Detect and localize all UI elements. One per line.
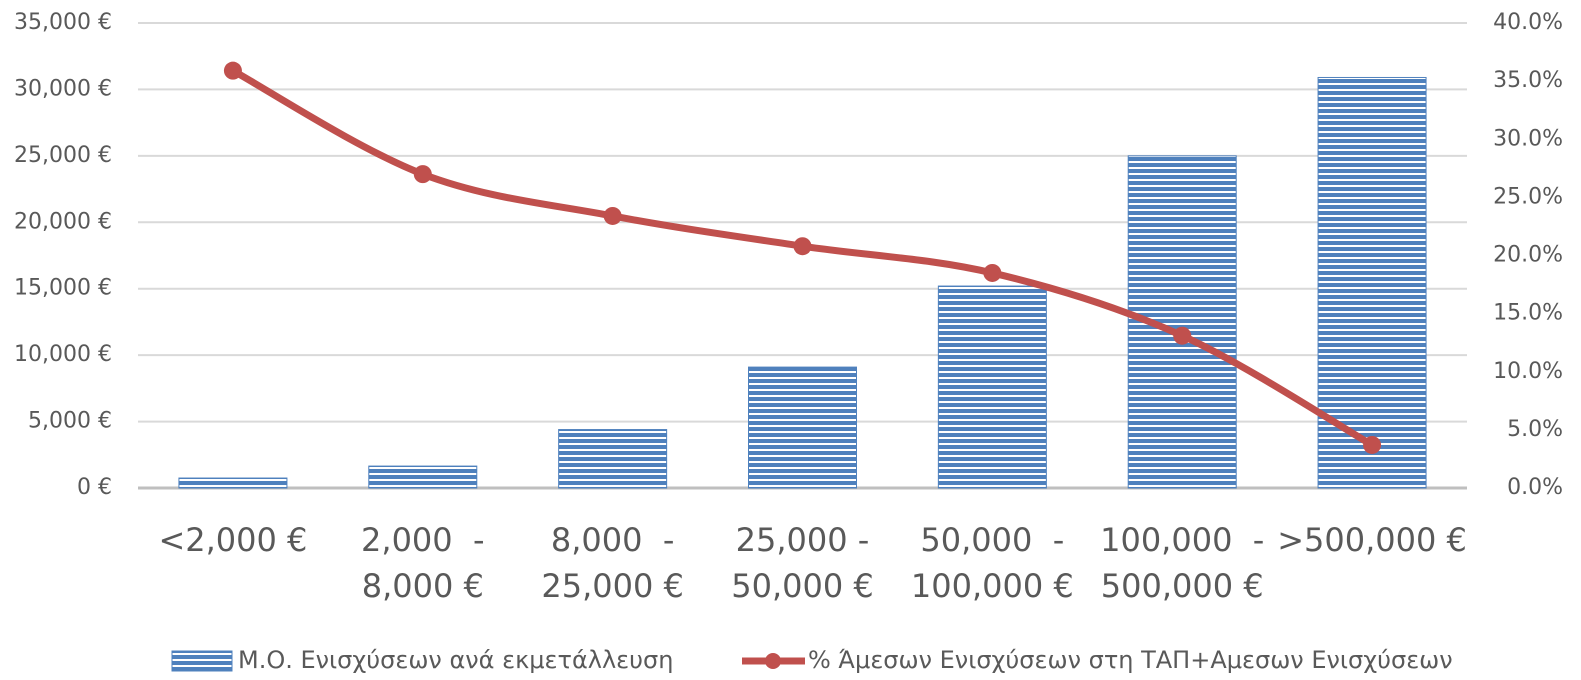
bar xyxy=(178,477,288,489)
line-marker xyxy=(223,61,242,80)
bar xyxy=(558,429,668,489)
x-tick-label: 2,000 - 8,000 € xyxy=(361,521,485,605)
line-marker xyxy=(793,237,812,256)
line-marker xyxy=(1173,326,1192,345)
bar xyxy=(937,285,1047,489)
y-tick-label: 30,000 € xyxy=(14,76,112,101)
y2-tick-label: 40.0% xyxy=(1493,10,1563,35)
line-marker xyxy=(983,263,1002,282)
line-marker xyxy=(413,165,432,184)
legend-label: % Άμεσων Ενισχύσεων στη ΤΑΠ+Αμεσων Ενισχ… xyxy=(808,646,1453,674)
x-tick-label: 100,000 - 500,000 € xyxy=(1100,521,1265,605)
legend-swatch xyxy=(171,650,233,672)
bar xyxy=(748,366,857,489)
bar xyxy=(1317,76,1427,489)
y-tick-label: 35,000 € xyxy=(14,10,112,35)
y-tick-label: 20,000 € xyxy=(14,209,112,234)
legend-swatch-marker xyxy=(765,653,781,669)
y2-tick-label: 10.0% xyxy=(1493,359,1563,384)
y2-tick-label: 30.0% xyxy=(1493,126,1563,151)
y2-tick-label: 15.0% xyxy=(1493,301,1563,326)
x-tick-label: 25,000 - 50,000 € xyxy=(731,521,874,605)
y2-tick-label: 25.0% xyxy=(1493,184,1563,209)
bar xyxy=(368,465,478,489)
y2-tick-label: 0.0% xyxy=(1507,475,1563,500)
y-tick-label: 5,000 € xyxy=(28,409,112,434)
line-marker xyxy=(1363,435,1382,454)
legend-label: Μ.Ο. Ενισχύσεων ανά εκμετάλλευση xyxy=(238,646,673,674)
x-tick-label: 50,000 - 100,000 € xyxy=(910,521,1074,605)
y-tick-label: 10,000 € xyxy=(14,342,112,367)
line-marker xyxy=(603,206,622,225)
x-tick-label: 8,000 - 25,000 € xyxy=(541,521,684,605)
y2-tick-label: 35.0% xyxy=(1493,68,1563,93)
y2-tick-label: 20.0% xyxy=(1493,243,1563,268)
x-tick-label: <2,000 € xyxy=(158,521,308,559)
x-tick-label: >500,000 € xyxy=(1277,521,1467,559)
y2-tick-label: 5.0% xyxy=(1507,417,1563,442)
y-tick-label: 25,000 € xyxy=(14,143,112,168)
y-tick-label: 15,000 € xyxy=(14,276,112,301)
y-tick-label: 0 € xyxy=(77,475,112,500)
